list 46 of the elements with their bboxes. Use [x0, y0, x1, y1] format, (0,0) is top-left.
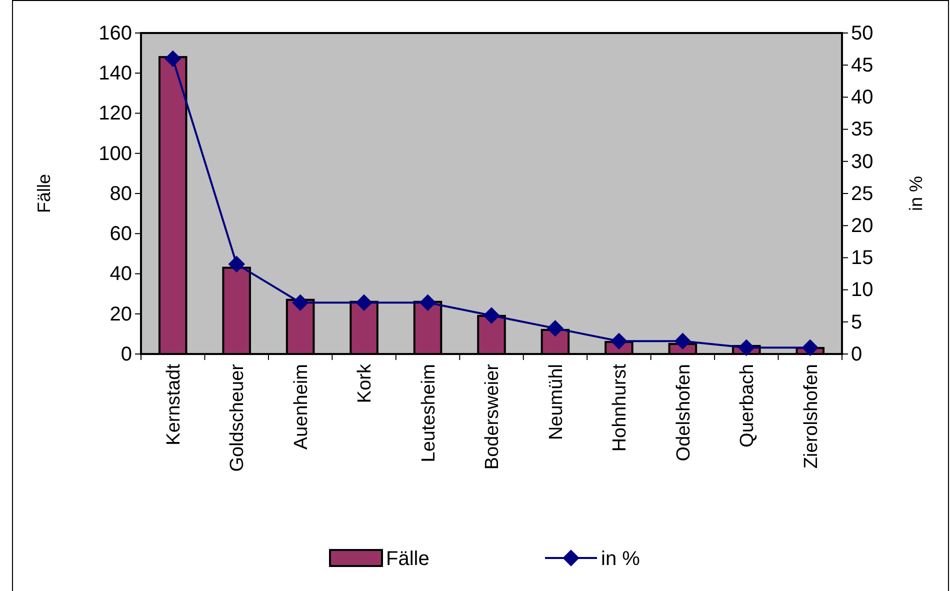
x-tick-label: Kernstadt [164, 363, 185, 446]
x-tick-label: Goldscheuer [227, 363, 248, 472]
y2-tick-label: 40 [851, 86, 874, 109]
y-tick-label: 160 [98, 22, 132, 44]
y2-tick-label: 50 [851, 22, 874, 44]
x-tick-label: Odelshofen [673, 364, 694, 462]
y2-tick-label: 10 [851, 279, 874, 302]
legend-label: Fälle [386, 548, 430, 570]
legend-label: in % [601, 548, 640, 570]
point [483, 307, 500, 324]
y-axis-title: Fälle [34, 174, 54, 214]
y-tick-label: 80 [110, 182, 132, 205]
y-tick-label: 100 [98, 142, 132, 165]
point [738, 339, 755, 356]
point [674, 332, 692, 350]
y2-tick-label: 20 [851, 215, 874, 237]
y2-tick-label: 30 [851, 150, 874, 173]
y2-axis-title: in % [906, 176, 926, 212]
y2-tick-label: 45 [851, 54, 874, 76]
y2-tick-label: 25 [851, 182, 874, 205]
y-tick-label: 20 [110, 303, 132, 326]
point [419, 294, 436, 312]
point [546, 320, 564, 337]
point [802, 339, 819, 356]
point [356, 294, 372, 312]
point [610, 332, 628, 350]
x-tick-label: Kork [354, 364, 376, 404]
y2-tick-label: 35 [851, 118, 874, 141]
y-tick-label: 120 [98, 102, 132, 125]
y-tick-label: 60 [110, 223, 132, 246]
x-tick-label: Bodersweier [482, 363, 504, 470]
y2-tick-label: 15 [851, 247, 874, 270]
x-tick-label: Zierolshofen [800, 364, 822, 469]
point [164, 50, 182, 68]
x-tick-label: Leutesheim [418, 364, 440, 462]
x-tick-label: Hohnhurst [610, 363, 631, 452]
y-tick-label: 40 [110, 263, 132, 286]
y-tick-label: 140 [98, 62, 132, 85]
point [228, 256, 245, 272]
y2-tick-label: 5 [851, 311, 862, 334]
point [292, 294, 309, 312]
x-tick-label: Neumühl [546, 364, 567, 440]
y2-tick-label: 0 [851, 343, 862, 366]
x-tick-label: Querbach [737, 364, 758, 448]
y-tick-label: 0 [120, 343, 132, 366]
x-tick-label: Auenheim [290, 364, 312, 450]
